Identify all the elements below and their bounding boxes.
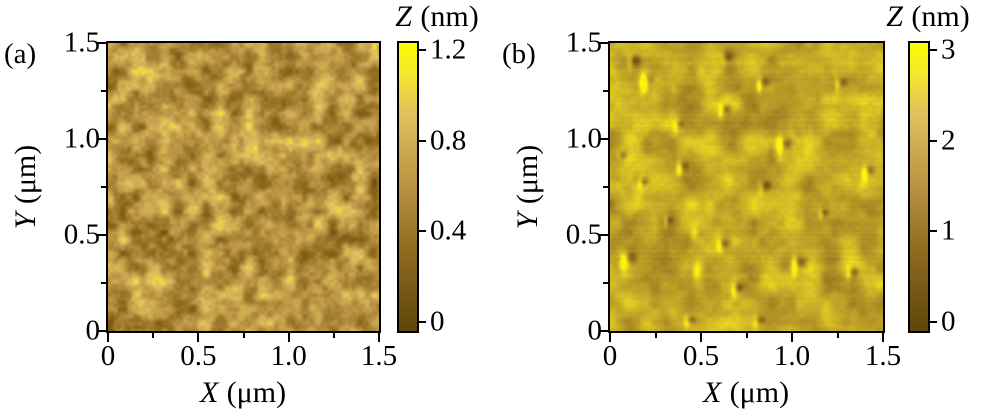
x-major-tick — [197, 333, 200, 342]
panel-a-x-axis-unit: (μm) — [226, 376, 287, 409]
panel-a-x-axis-variable: X — [199, 376, 219, 409]
colorbar-tick-label: 1 — [941, 214, 956, 247]
x-major-tick — [700, 333, 702, 342]
y-tick-label: 1.0 — [565, 122, 602, 155]
y-major-tick — [599, 330, 608, 332]
colorbar-tick-label: 2 — [941, 124, 956, 157]
y-tick-label: 1.0 — [63, 122, 100, 155]
y-tick-label: 0 — [587, 314, 603, 347]
y-major-tick — [97, 138, 106, 140]
x-major-tick — [609, 333, 611, 342]
panel-a-x-axis-label: X (μm) — [200, 378, 286, 408]
x-minor-tick — [332, 333, 335, 338]
y-minor-tick — [603, 90, 608, 92]
panel-a-colorbar-unit: (nm) — [420, 0, 479, 33]
x-minor-tick — [242, 333, 245, 338]
x-major-tick — [287, 333, 290, 342]
y-major-tick — [97, 330, 106, 332]
panel-b-colorbar-title: Z (nm) — [886, 2, 969, 32]
colorbar-tick — [930, 49, 937, 51]
x-minor-tick — [836, 333, 839, 338]
y-minor-tick — [101, 90, 106, 92]
panel-a-y-axis-label: Y(μm) — [9, 144, 42, 229]
panel-b-plot-area — [608, 41, 885, 333]
colorbar-tick — [419, 49, 426, 51]
x-major-tick — [882, 333, 884, 342]
x-tick-label: 1.5 — [360, 340, 398, 372]
panel-a-colorbar-variable: Z — [395, 0, 412, 33]
x-major-tick — [107, 333, 109, 342]
colorbar-tick-label: 0.8 — [430, 124, 467, 157]
panel-b-y-axis-label: Y(μm) — [511, 144, 544, 229]
y-minor-tick — [603, 186, 608, 188]
colorbar-tick — [930, 139, 937, 142]
colorbar-tick-label: 3 — [941, 33, 956, 66]
colorbar-tick — [930, 230, 937, 233]
x-tick-label: 0 — [602, 340, 618, 372]
colorbar-tick-label: 1.2 — [430, 33, 467, 66]
y-minor-tick — [101, 282, 106, 284]
panel-a-y-axis-unit: (μm) — [9, 144, 42, 205]
panel-b-topography-image — [610, 43, 883, 331]
panel-a-topography-image — [108, 43, 379, 331]
panel-a-colorbar — [397, 41, 419, 333]
panel-b-colorbar — [908, 41, 930, 333]
y-tick-label: 0.5 — [63, 218, 100, 251]
y-major-tick — [599, 234, 608, 236]
panel-a-label: (a) — [4, 38, 37, 70]
x-tick-label: 1.0 — [270, 340, 307, 372]
panel-b-x-axis-unit: (μm) — [729, 376, 790, 409]
y-major-tick — [97, 42, 106, 44]
x-minor-tick — [654, 333, 657, 338]
x-major-tick — [791, 333, 793, 342]
panel-b-colorbar-unit: (nm) — [911, 0, 970, 33]
x-tick-label: 1.5 — [864, 340, 902, 372]
colorbar-tick-label: 0 — [430, 305, 445, 338]
y-minor-tick — [101, 186, 106, 188]
colorbar-tick — [930, 321, 937, 323]
x-tick-label: 0.5 — [180, 340, 217, 372]
panel-a-colorbar-title: Z (nm) — [395, 2, 478, 32]
x-tick-label: 0.5 — [682, 340, 720, 372]
y-tick-label: 0.5 — [565, 218, 602, 251]
y-major-tick — [599, 42, 608, 44]
x-major-tick — [378, 333, 380, 342]
colorbar-tick-label: 0 — [941, 305, 956, 338]
y-major-tick — [97, 234, 106, 236]
y-tick-label: 1.5 — [565, 26, 602, 59]
colorbar-tick — [419, 139, 426, 142]
y-tick-label: 0 — [85, 314, 101, 347]
y-major-tick — [599, 138, 608, 140]
panel-b-label: (b) — [502, 38, 536, 70]
panel-b-y-axis-unit: (μm) — [511, 144, 544, 205]
panel-a-plot-area — [106, 41, 381, 333]
panel-b-x-axis-variable: X — [702, 376, 722, 409]
x-tick-label: 0 — [100, 340, 116, 372]
panel-b-colorbar-variable: Z — [886, 0, 903, 33]
x-minor-tick — [745, 333, 748, 338]
panel-b-x-axis-label: X (μm) — [703, 378, 789, 408]
colorbar-tick-label: 0.4 — [430, 214, 467, 247]
x-minor-tick — [152, 333, 155, 338]
y-minor-tick — [603, 282, 608, 284]
colorbar-tick — [419, 321, 426, 323]
colorbar-tick — [419, 230, 426, 233]
y-tick-label: 1.5 — [63, 26, 100, 59]
x-tick-label: 1.0 — [773, 340, 811, 372]
